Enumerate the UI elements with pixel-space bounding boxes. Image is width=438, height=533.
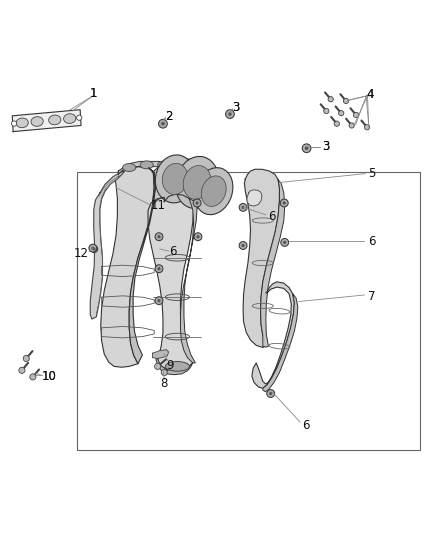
Polygon shape (252, 282, 294, 388)
Polygon shape (247, 190, 262, 206)
Text: 3: 3 (232, 101, 239, 115)
Ellipse shape (16, 118, 28, 128)
Ellipse shape (166, 361, 189, 371)
Text: 8: 8 (161, 376, 168, 390)
Polygon shape (180, 199, 197, 363)
Circle shape (91, 246, 98, 253)
Text: 1: 1 (89, 87, 97, 100)
Circle shape (267, 390, 275, 398)
Ellipse shape (31, 117, 43, 126)
Text: 5: 5 (368, 167, 375, 180)
Circle shape (343, 98, 349, 103)
Circle shape (283, 201, 286, 205)
Text: 6: 6 (268, 209, 276, 223)
Circle shape (155, 233, 163, 241)
Text: 11: 11 (150, 199, 165, 212)
Circle shape (364, 125, 370, 130)
Text: 9: 9 (166, 359, 174, 372)
Ellipse shape (162, 163, 188, 195)
Ellipse shape (176, 157, 219, 208)
Bar (77, 172, 420, 450)
Circle shape (302, 144, 311, 152)
Circle shape (283, 241, 286, 244)
Text: 12: 12 (74, 247, 88, 260)
Polygon shape (101, 167, 154, 367)
Circle shape (281, 238, 289, 246)
Circle shape (228, 112, 232, 116)
Circle shape (93, 247, 95, 251)
Circle shape (195, 201, 199, 205)
Text: 4: 4 (366, 88, 374, 101)
Circle shape (239, 241, 247, 249)
Ellipse shape (183, 166, 211, 199)
Circle shape (196, 235, 200, 238)
Circle shape (353, 112, 359, 118)
Text: 4: 4 (366, 88, 374, 101)
Polygon shape (148, 194, 194, 370)
Polygon shape (263, 294, 298, 392)
Text: 6: 6 (169, 245, 177, 257)
Circle shape (239, 204, 247, 211)
Polygon shape (12, 110, 81, 132)
Circle shape (161, 369, 167, 376)
Polygon shape (90, 171, 125, 319)
Ellipse shape (155, 155, 195, 203)
Circle shape (161, 122, 165, 125)
Circle shape (77, 115, 82, 120)
Text: 2: 2 (165, 110, 173, 123)
Text: 10: 10 (42, 370, 57, 383)
Circle shape (30, 374, 36, 380)
Circle shape (305, 147, 308, 150)
Text: 10: 10 (42, 370, 57, 383)
Ellipse shape (49, 115, 61, 125)
Ellipse shape (140, 161, 153, 169)
Circle shape (193, 199, 201, 207)
Circle shape (155, 265, 163, 273)
Circle shape (269, 392, 272, 395)
Circle shape (334, 121, 339, 126)
Circle shape (19, 367, 25, 374)
Circle shape (157, 267, 161, 270)
Text: 7: 7 (367, 290, 375, 303)
Circle shape (349, 123, 354, 128)
Polygon shape (261, 180, 285, 347)
Ellipse shape (123, 164, 136, 172)
Ellipse shape (201, 176, 226, 206)
Circle shape (157, 235, 161, 238)
Circle shape (241, 206, 245, 209)
Circle shape (155, 364, 161, 369)
Circle shape (339, 110, 344, 116)
Circle shape (155, 297, 163, 304)
Ellipse shape (194, 168, 233, 215)
Circle shape (23, 356, 29, 361)
Circle shape (241, 244, 245, 247)
Text: 6: 6 (367, 235, 375, 248)
Polygon shape (118, 161, 205, 174)
Circle shape (157, 299, 161, 302)
Text: 3: 3 (323, 140, 330, 154)
Circle shape (328, 96, 333, 102)
Text: 1: 1 (89, 87, 97, 100)
Circle shape (280, 199, 288, 207)
Ellipse shape (175, 164, 188, 172)
Polygon shape (152, 158, 221, 207)
Polygon shape (129, 168, 155, 364)
Text: 2: 2 (165, 110, 173, 123)
Circle shape (194, 233, 202, 241)
Ellipse shape (64, 114, 76, 124)
Circle shape (11, 121, 17, 126)
Ellipse shape (158, 161, 171, 169)
Polygon shape (156, 356, 193, 375)
Polygon shape (152, 350, 169, 359)
Polygon shape (243, 169, 279, 348)
Text: 3: 3 (232, 101, 239, 115)
Circle shape (226, 110, 234, 118)
Text: 3: 3 (323, 140, 330, 154)
Circle shape (324, 108, 329, 114)
Circle shape (89, 244, 97, 252)
Circle shape (91, 247, 95, 249)
Circle shape (159, 119, 167, 128)
Text: 6: 6 (302, 418, 310, 432)
